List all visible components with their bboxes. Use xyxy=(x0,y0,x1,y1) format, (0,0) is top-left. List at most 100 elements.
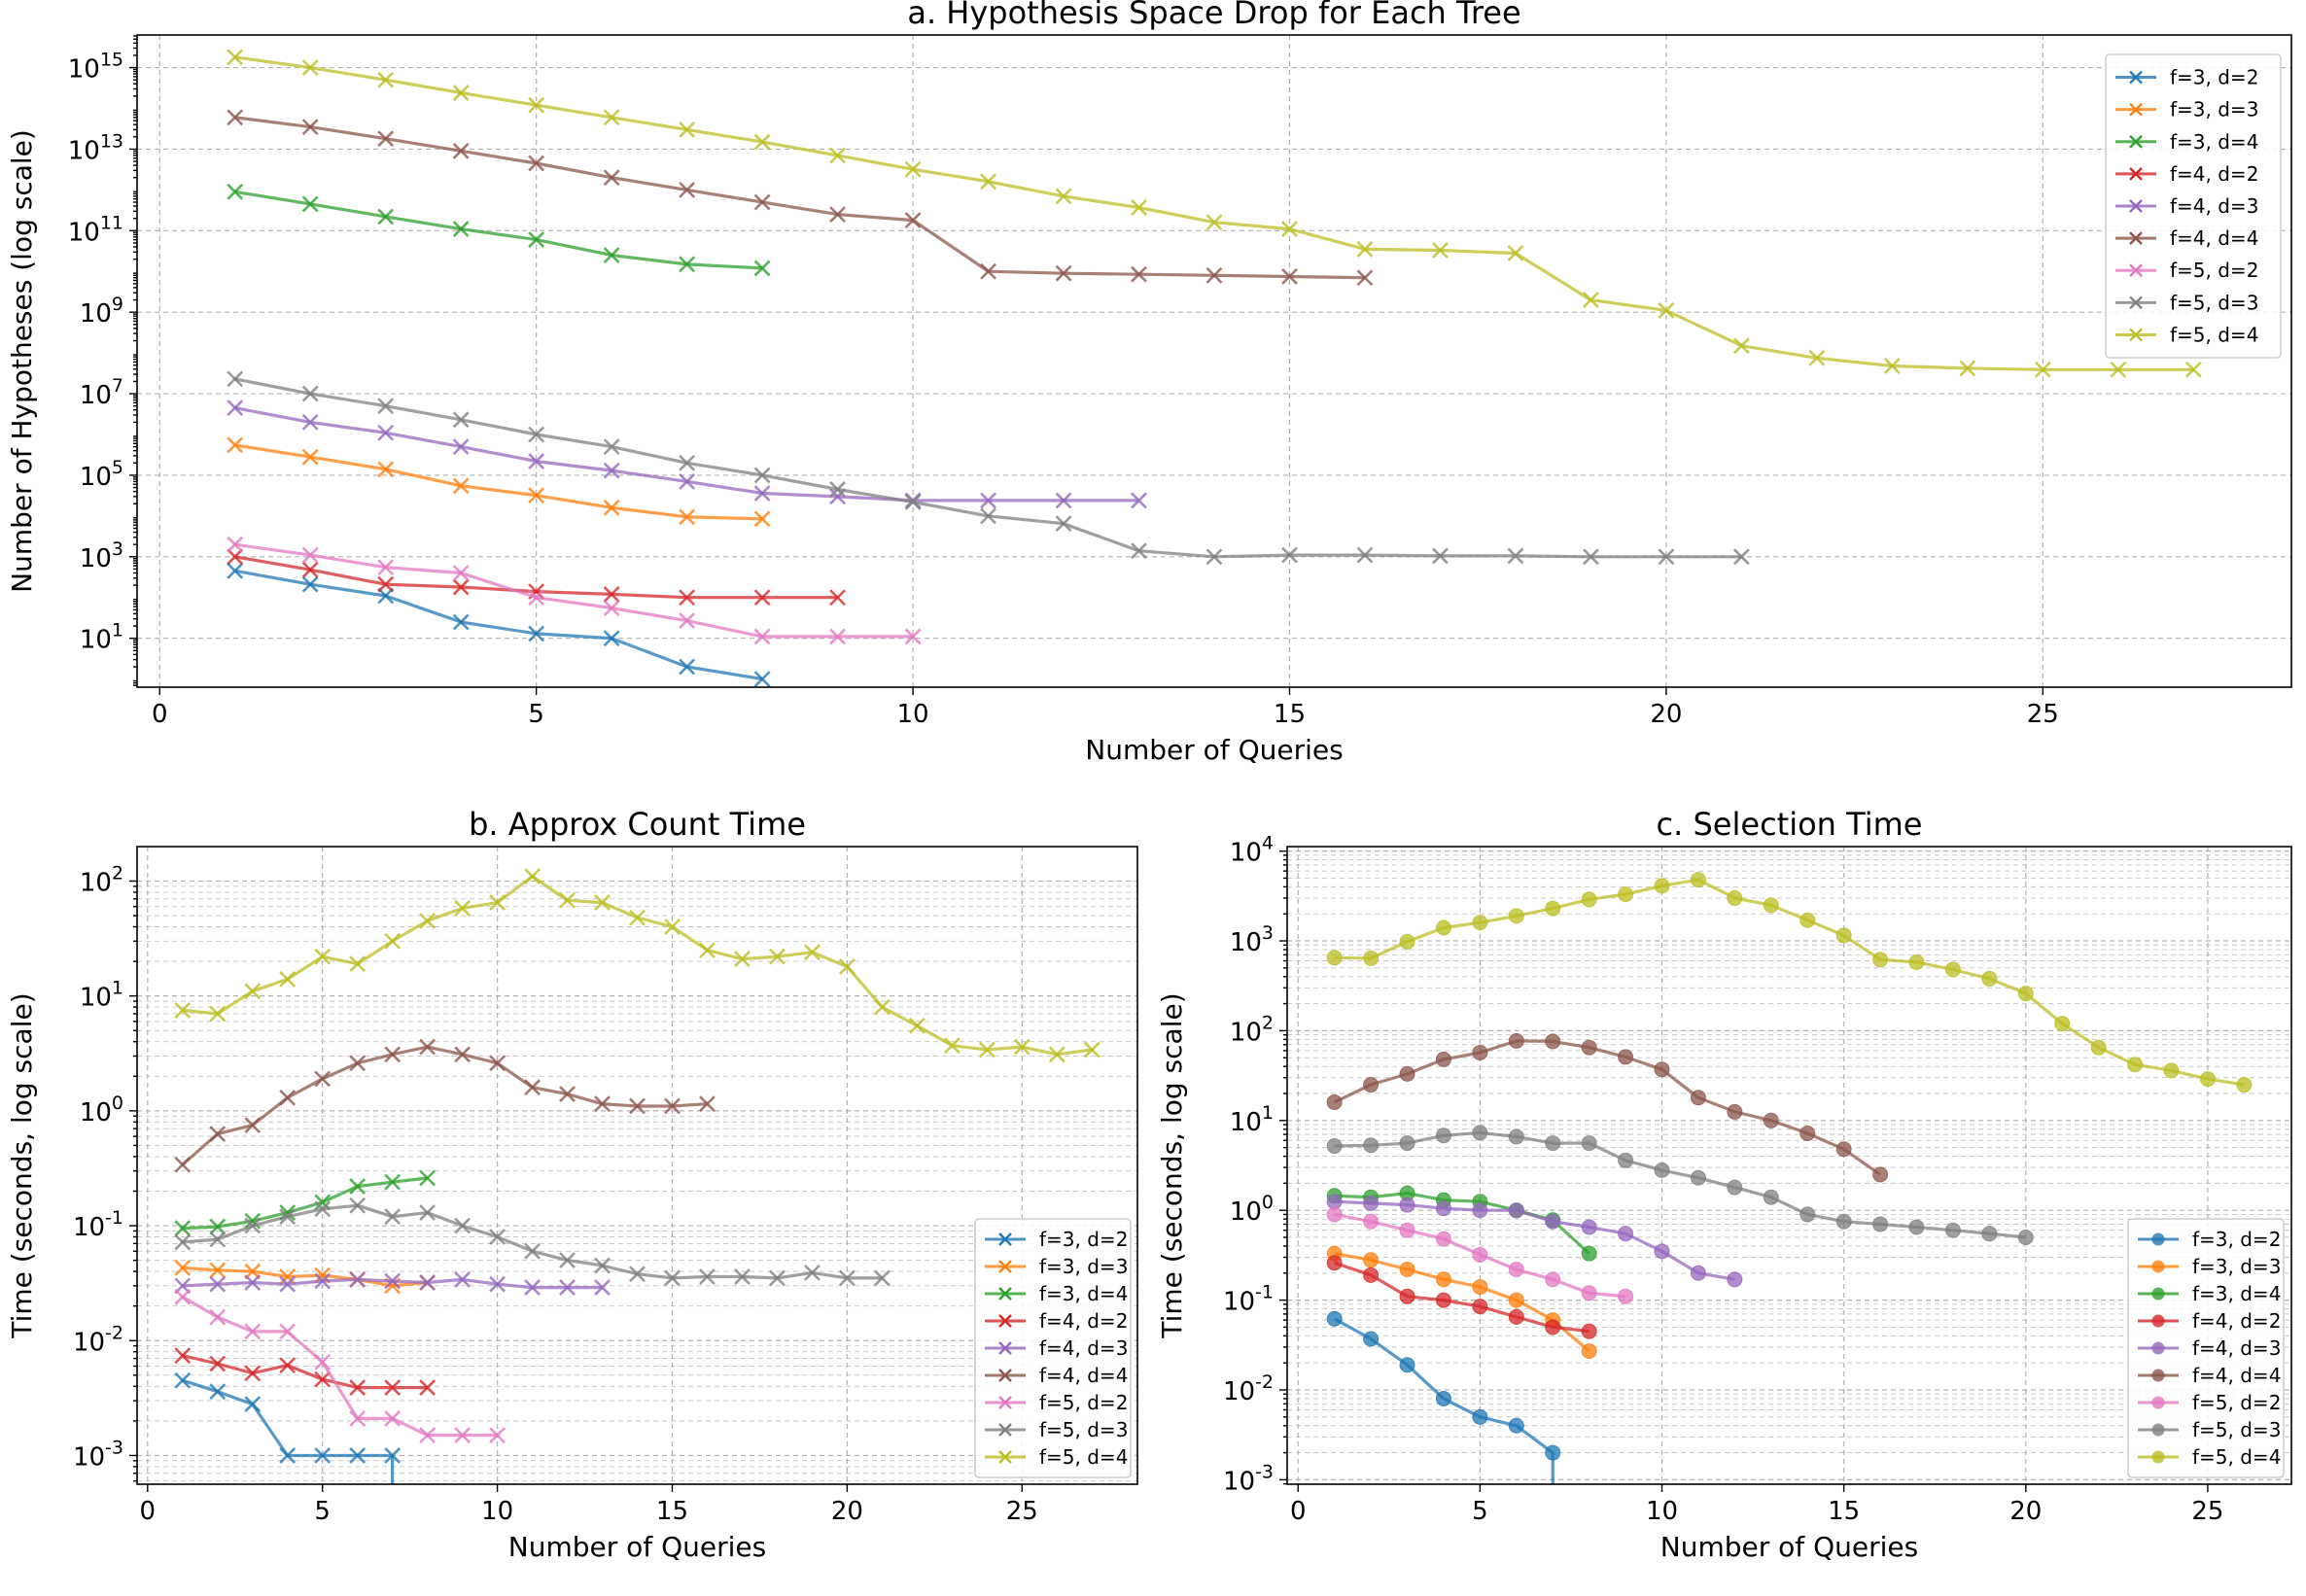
data-point xyxy=(524,1079,541,1096)
data-point xyxy=(679,508,696,526)
data-point xyxy=(978,1041,996,1058)
data-point xyxy=(1399,1222,1415,1238)
data-point xyxy=(1582,292,1599,308)
data-point xyxy=(452,411,470,429)
x-tick-label: 5 xyxy=(528,700,544,729)
data-point xyxy=(528,96,545,114)
data-point xyxy=(1581,891,1597,908)
series-f-4-d-3 xyxy=(174,1271,611,1297)
data-point xyxy=(1582,548,1599,566)
legend-label: f=3, d=3 xyxy=(2192,1255,2281,1278)
y-tick-label: 101 xyxy=(80,978,123,1013)
data-point xyxy=(1399,1261,1415,1277)
data-point xyxy=(753,467,771,484)
data-point xyxy=(528,155,545,172)
data-point xyxy=(384,1379,402,1397)
data-point xyxy=(1763,1112,1779,1128)
data-point xyxy=(301,385,319,402)
data-point xyxy=(227,536,244,553)
data-point xyxy=(244,1323,262,1340)
series-f-5-d-2 xyxy=(227,536,922,645)
data-point xyxy=(419,1204,437,1222)
panel-c-selection-time: 0 5 10 15 20 25 10-3 10-2 10-1 100 101 102 103 104 c. … xyxy=(1156,806,2292,1563)
data-point xyxy=(279,1268,297,1285)
data-point xyxy=(1131,199,1147,216)
data-point xyxy=(377,575,395,593)
data-point xyxy=(753,628,771,645)
data-point xyxy=(174,1347,192,1365)
grid xyxy=(137,35,2291,687)
legend-marker xyxy=(2151,1341,2165,1355)
y-tick-label: 10-2 xyxy=(73,1322,123,1357)
legend-label: f=5, d=2 xyxy=(1039,1391,1128,1414)
data-point xyxy=(559,891,576,909)
data-point xyxy=(1205,548,1223,566)
data-point xyxy=(1654,1243,1670,1260)
data-point xyxy=(1690,1169,1706,1186)
data-point xyxy=(377,559,395,576)
data-point xyxy=(1727,1103,1743,1120)
data-point xyxy=(419,1379,437,1397)
series-f-4-d-4 xyxy=(174,1038,716,1173)
data-point xyxy=(454,1046,472,1063)
data-point xyxy=(279,1447,297,1464)
data-point xyxy=(1872,952,1889,968)
legend-item: f=5, d=4 xyxy=(2115,323,2258,346)
legend-item: f=4, d=2 xyxy=(985,1309,1128,1333)
series-f-3-d-4 xyxy=(227,183,771,277)
y-tick-label: 102 xyxy=(80,862,123,897)
data-point xyxy=(603,630,620,647)
data-point xyxy=(1326,1138,1343,1155)
legend-label: f=4, d=4 xyxy=(2192,1364,2281,1387)
data-point xyxy=(377,130,395,148)
grid xyxy=(137,847,1137,1484)
series-f-4-d-3 xyxy=(1326,1194,1743,1288)
y-axis-label: Time (seconds, log scale) xyxy=(1156,992,1188,1338)
data-point xyxy=(1399,1197,1415,1213)
data-point xyxy=(734,951,751,967)
legend-box xyxy=(2105,53,2282,359)
legend-item: f=4, d=3 xyxy=(2138,1336,2281,1360)
data-point xyxy=(1581,1323,1597,1339)
legend-marker xyxy=(2129,134,2143,149)
legend-label: f=4, d=3 xyxy=(2170,194,2258,218)
data-point xyxy=(1435,1292,1451,1308)
legend-marker xyxy=(2129,295,2143,310)
data-point xyxy=(244,1274,262,1291)
data-point xyxy=(679,121,696,138)
data-point xyxy=(301,575,319,593)
legend-marker xyxy=(2129,167,2143,181)
data-point xyxy=(629,1097,646,1115)
series-f-4-d-4 xyxy=(1326,1032,1889,1183)
data-point xyxy=(603,109,620,126)
legend-marker xyxy=(998,1260,1012,1273)
data-point xyxy=(174,1371,192,1389)
legend-marker xyxy=(2151,1450,2165,1464)
data-point xyxy=(1399,1135,1415,1152)
data-point xyxy=(174,1156,192,1173)
series-f-3-d-2 xyxy=(174,1371,402,1484)
y-tick-label: 100 xyxy=(80,1093,123,1128)
data-point xyxy=(829,628,847,645)
legend-item: f=5, d=2 xyxy=(2115,259,2258,282)
data-point xyxy=(454,1427,472,1444)
data-point xyxy=(559,1252,576,1269)
data-point xyxy=(1399,1357,1415,1373)
data-point xyxy=(377,424,395,441)
series-line xyxy=(182,1354,428,1390)
legend-item: f=3, d=2 xyxy=(985,1228,1128,1251)
legend-marker xyxy=(998,1423,1012,1437)
data-point xyxy=(603,169,620,187)
data-point xyxy=(753,510,771,528)
x-tick-label: 25 xyxy=(1006,1497,1038,1526)
x-tick-label: 0 xyxy=(152,700,168,729)
data-point xyxy=(1363,1213,1380,1230)
data-point xyxy=(1472,1125,1488,1141)
data-point xyxy=(314,1070,332,1088)
legend-label: f=3, d=2 xyxy=(2170,66,2258,89)
data-point xyxy=(174,1233,192,1251)
data-point xyxy=(603,462,620,479)
data-point xyxy=(1618,1226,1634,1242)
data-point xyxy=(279,1357,297,1374)
data-point xyxy=(1581,1039,1597,1056)
